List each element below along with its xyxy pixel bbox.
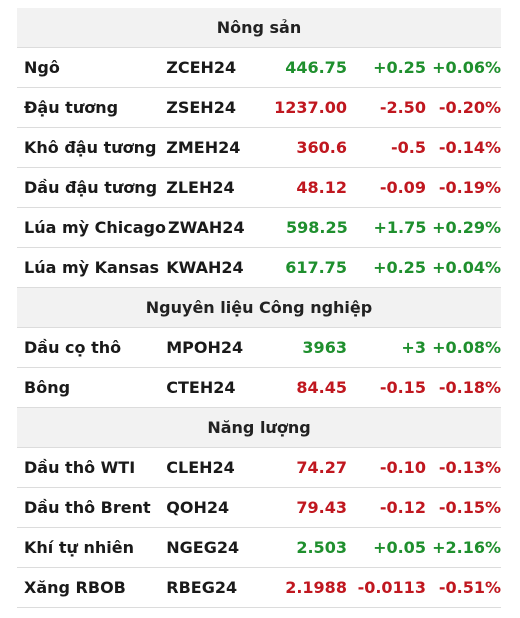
commodity-name: Khô đậu tương [24, 138, 157, 157]
ticker-code: CTEH24 [166, 378, 236, 397]
change-percent: +0.29% [432, 218, 501, 237]
change-value: +0.25 [373, 258, 426, 277]
price-value: 617.75 [285, 258, 347, 277]
price-value: 2.1988 [285, 578, 347, 597]
change-percent: -0.13% [438, 458, 501, 477]
change-percent: -0.20% [438, 98, 501, 117]
price-value: 84.45 [296, 378, 347, 397]
ticker-code: ZCEH24 [166, 58, 237, 77]
commodity-name: Dầu thô Brent [24, 498, 151, 517]
change-value: -0.12 [379, 498, 426, 517]
table-row: Bông CTEH24 84.45 -0.15 -0.18% [17, 368, 501, 408]
change-value: +3 [401, 338, 426, 357]
commodity-name: Bông [24, 378, 71, 397]
ticker-code: NGEG24 [166, 538, 240, 557]
price-value: 360.6 [296, 138, 347, 157]
commodity-name: Ngô [24, 58, 60, 77]
table-row: Ngô ZCEH24 446.75 +0.25 +0.06% [17, 48, 501, 88]
change-value: -0.10 [379, 458, 426, 477]
table-row: Lúa mỳ Kansas KWAH24 617.75 +0.25 +0.04% [17, 248, 501, 288]
change-percent: -0.51% [438, 578, 501, 597]
commodity-name: Khí tự nhiên [24, 538, 134, 557]
table-row: Dầu thô Brent QOH24 79.43 -0.12 -0.15% [17, 488, 501, 528]
section-header-nong-san: Nông sản [17, 8, 501, 48]
price-value: 48.12 [296, 178, 347, 197]
price-value: 74.27 [296, 458, 347, 477]
change-value: -0.09 [379, 178, 426, 197]
ticker-code: KWAH24 [166, 258, 244, 277]
table-row: Khí tự nhiên NGEG24 2.503 +0.05 +2.16% [17, 528, 501, 568]
price-value: 2.503 [296, 538, 347, 557]
table-row: Lúa mỳ Chicago ZWAH24 598.25 +1.75 +0.29… [17, 208, 501, 248]
commodity-name: Dầu đậu tương [24, 178, 158, 197]
change-value: -0.15 [379, 378, 426, 397]
change-percent: +2.16% [432, 538, 501, 557]
table-row: Khô đậu tương ZMEH24 360.6 -0.5 -0.14% [17, 128, 501, 168]
commodity-price-table: Nông sản Ngô ZCEH24 446.75 +0.25 +0.06% … [17, 8, 501, 608]
change-percent: +0.08% [432, 338, 501, 357]
change-percent: -0.19% [438, 178, 501, 197]
commodity-name: Dầu cọ thô [24, 338, 122, 357]
table-row: Dầu đậu tương ZLEH24 48.12 -0.09 -0.19% [17, 168, 501, 208]
ticker-code: ZLEH24 [166, 178, 235, 197]
change-percent: +0.04% [432, 258, 501, 277]
table-row: Dầu cọ thô MPOH24 3963 +3 +0.08% [17, 328, 501, 368]
change-percent: -0.15% [438, 498, 501, 517]
ticker-code: MPOH24 [166, 338, 244, 357]
ticker-code: CLEH24 [166, 458, 235, 477]
change-percent: -0.18% [438, 378, 501, 397]
section-header-nang-luong: Năng lượng [17, 408, 501, 448]
change-value: +0.05 [373, 538, 426, 557]
commodity-name: Lúa mỳ Chicago [24, 218, 166, 237]
table-row: Dầu thô WTI CLEH24 74.27 -0.10 -0.13% [17, 448, 501, 488]
price-value: 3963 [302, 338, 347, 357]
commodity-name: Lúa mỳ Kansas [24, 258, 160, 277]
price-value: 598.25 [286, 218, 348, 237]
price-value: 446.75 [285, 58, 347, 77]
commodity-name: Đậu tương [24, 98, 119, 117]
commodity-name: Dầu thô WTI [24, 458, 136, 477]
price-value: 1237.00 [274, 98, 347, 117]
change-value: -2.50 [379, 98, 426, 117]
ticker-code: RBEG24 [166, 578, 238, 597]
ticker-code: QOH24 [166, 498, 230, 517]
change-value: +0.25 [373, 58, 426, 77]
price-value: 79.43 [296, 498, 347, 517]
change-value: -0.0113 [357, 578, 426, 597]
table-row: Xăng RBOB RBEG24 2.1988 -0.0113 -0.51% [17, 568, 501, 608]
ticker-code: ZSEH24 [166, 98, 236, 117]
section-header-nguyen-lieu-cong-nghiep: Nguyên liệu Công nghiệp [17, 288, 501, 328]
ticker-code: ZWAH24 [168, 218, 245, 237]
table-row: Đậu tương ZSEH24 1237.00 -2.50 -0.20% [17, 88, 501, 128]
commodity-name: Xăng RBOB [24, 578, 126, 597]
change-percent: +0.06% [432, 58, 501, 77]
ticker-code: ZMEH24 [166, 138, 241, 157]
change-value: +1.75 [373, 218, 427, 237]
change-percent: -0.14% [438, 138, 501, 157]
change-value: -0.5 [390, 138, 426, 157]
